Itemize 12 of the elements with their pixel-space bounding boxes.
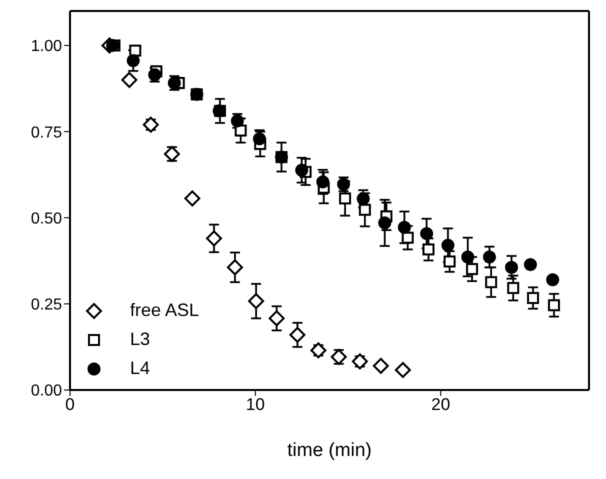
legend-label: L4 xyxy=(130,358,150,379)
y-tick-label: 0.00 xyxy=(30,382,62,400)
y-tick-label: 1.00 xyxy=(30,38,62,56)
legend-label: free ASL xyxy=(130,300,200,321)
y-tick-label: 0.75 xyxy=(30,124,62,142)
x-axis-title: time (min) xyxy=(287,440,372,461)
legend-label: L3 xyxy=(130,329,150,350)
y-tick-label: 0.50 xyxy=(30,210,62,228)
x-tick-label: 20 xyxy=(431,395,450,414)
x-tick-label: 0 xyxy=(65,395,75,414)
y-tick-label: 0.25 xyxy=(30,296,62,314)
x-tick-label: 10 xyxy=(246,395,265,414)
